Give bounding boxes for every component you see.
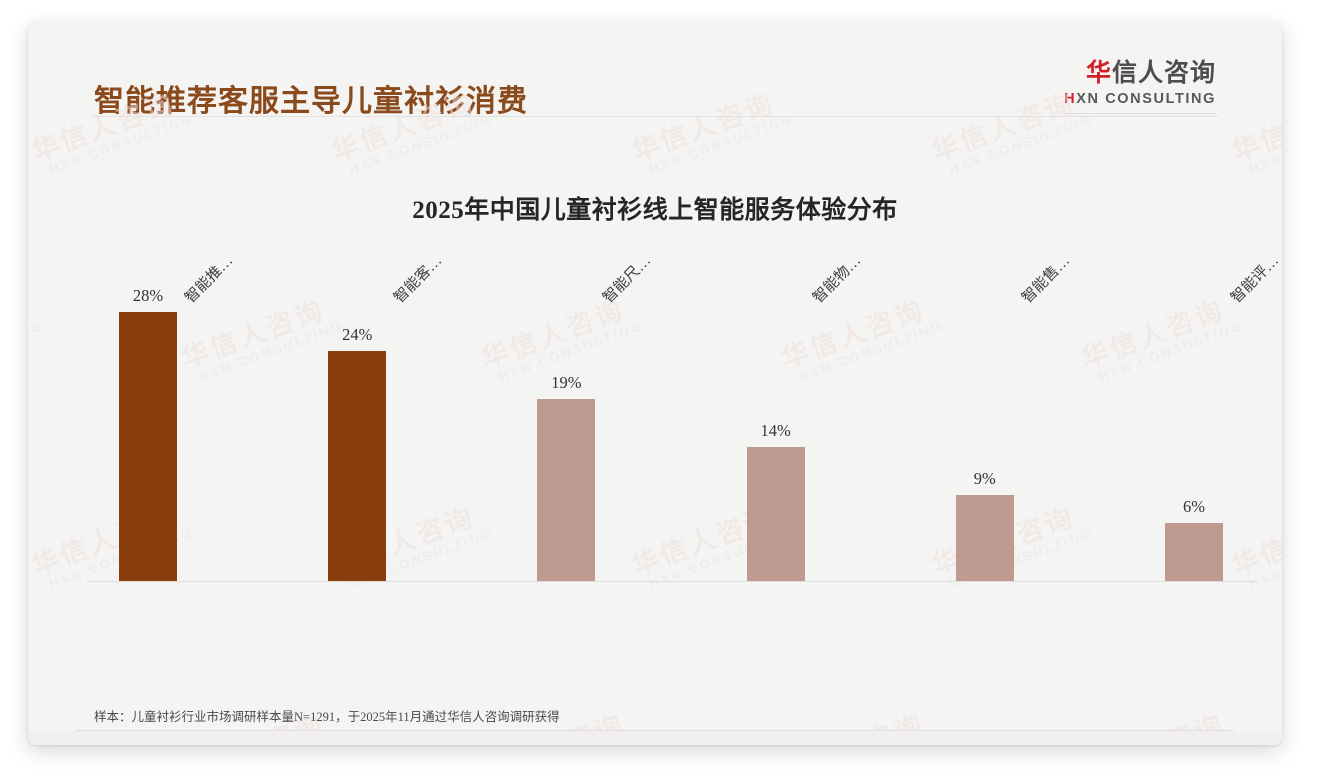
bar-value-label: 28% bbox=[132, 286, 164, 306]
slide-canvas: 华信人咨询 HXN CONSULTING 华信人咨询 HXN CONSULTING 华信… bbox=[28, 22, 1282, 745]
logo-cn-rest: 信人咨询 bbox=[1111, 60, 1216, 87]
logo-underline bbox=[1064, 112, 1216, 114]
bar-group: 28% bbox=[83, 241, 213, 581]
chart-container: 2025年中国儿童衬衫线上智能服务体验分布 28% 智能推… 24% 智能客… 19% 智… bbox=[28, 122, 1282, 662]
footer-divider bbox=[76, 730, 1234, 731]
logo-en-accent: H bbox=[1064, 90, 1077, 107]
sample-note: 样本：儿童衬衫行业市场调研样本量N=1291，于2025年11月通过华信人咨询调… bbox=[94, 710, 560, 724]
bar-group: 24% bbox=[292, 241, 422, 581]
chart-title: 2025年中国儿童衬衫线上智能服务体验分布 bbox=[412, 197, 898, 224]
slide-footer: ©2026.1 HXR华信人咨询 www.hxrcon.com bbox=[28, 731, 1282, 745]
logo-en-rest: XN CONSULTING bbox=[1076, 90, 1216, 107]
header-divider bbox=[92, 116, 1218, 117]
bar-group: 6% bbox=[1129, 241, 1259, 581]
slide-header bbox=[28, 22, 1282, 116]
bar-value-label: 6% bbox=[1183, 497, 1205, 517]
bar-group: 9% bbox=[920, 241, 1050, 581]
website-link[interactable]: www.hxrcon.com bbox=[1139, 744, 1230, 745]
chart-plot-area: 28% 智能推… 24% 智能客… 19% 智能尺… 14% 智能物… 9% 智能售… 6% 智能评… bbox=[83, 241, 1282, 582]
bar-group: 19% bbox=[501, 241, 631, 581]
page-title: 智能推荐客服主导儿童衬衫消费 bbox=[94, 85, 528, 118]
bar[interactable] bbox=[537, 398, 596, 581]
bar[interactable] bbox=[746, 446, 805, 581]
bar-value-label: 9% bbox=[973, 468, 996, 488]
logo-cn-accent: 华 bbox=[1085, 60, 1112, 87]
bar[interactable] bbox=[119, 312, 177, 581]
bar-group: 14% bbox=[711, 241, 841, 581]
bar[interactable] bbox=[1165, 523, 1223, 581]
copyright-text: ©2026.1 HXR华信人咨询 bbox=[80, 743, 225, 745]
logo-chinese: 华信人咨询 bbox=[1064, 60, 1216, 88]
bar-value-label: 19% bbox=[551, 372, 582, 392]
logo-english: HXN CONSULTING bbox=[1064, 91, 1216, 107]
bar-value-label: 14% bbox=[760, 420, 791, 440]
bar-value-label: 24% bbox=[342, 324, 373, 344]
x-axis-line bbox=[86, 581, 1256, 582]
brand-logo: 华信人咨询 HXN CONSULTING bbox=[1064, 60, 1216, 114]
bar[interactable] bbox=[328, 350, 387, 581]
bar[interactable] bbox=[955, 494, 1014, 581]
